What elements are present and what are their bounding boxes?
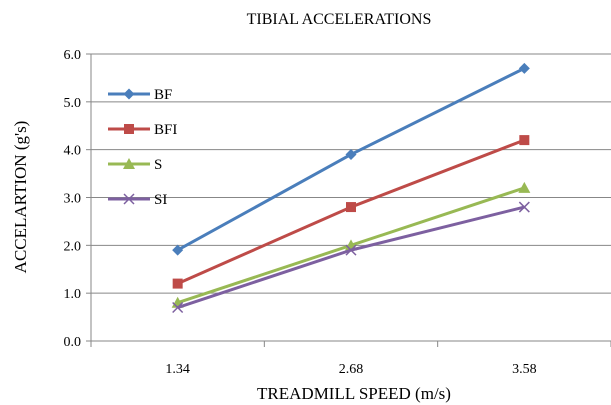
y-axis-title: ACCELARTION (g's) xyxy=(11,121,30,274)
legend-marker xyxy=(123,88,135,100)
x-axis-title: TREADMILL SPEED (m/s) xyxy=(257,384,451,403)
data-point xyxy=(172,244,184,256)
legend-label: BFI xyxy=(154,122,177,138)
chart-title: TIBIAL ACCELERATIONS xyxy=(247,11,432,28)
y-tick-label: 2.0 xyxy=(64,239,82,254)
legend-marker xyxy=(124,124,134,134)
y-tick-label: 6.0 xyxy=(64,48,82,63)
x-tick-label: 2.68 xyxy=(339,362,364,377)
legend-entry-si: SI xyxy=(108,192,167,208)
y-tick-label: 4.0 xyxy=(64,144,82,159)
x-tick-label: 1.34 xyxy=(165,362,190,377)
legend-label: BF xyxy=(154,87,172,103)
legend-entry-s: S xyxy=(108,157,162,173)
data-point xyxy=(518,181,531,193)
legend-entry-bf: BF xyxy=(108,87,172,103)
series-si xyxy=(172,201,530,314)
data-point xyxy=(345,244,357,256)
series-bfi xyxy=(172,135,530,289)
y-tick-label: 1.0 xyxy=(64,287,82,302)
data-point xyxy=(345,148,357,160)
data-point xyxy=(172,301,184,314)
data-point xyxy=(519,135,530,146)
y-tick-labels: 0.0 1.0 2.0 3.0 4.0 5.0 6.0 xyxy=(64,48,82,350)
legend-entry-bfi: BFI xyxy=(108,122,177,138)
legend-marker xyxy=(123,193,135,205)
series-lines xyxy=(171,62,531,314)
y-tick-label: 0.0 xyxy=(64,335,82,350)
y-tick-label: 5.0 xyxy=(64,96,82,111)
legend-marker xyxy=(123,158,135,169)
data-point xyxy=(172,278,183,289)
x-tick-labels: 1.34 2.68 3.58 xyxy=(165,362,536,377)
data-point xyxy=(518,201,530,213)
legend-label: SI xyxy=(154,192,167,208)
data-point xyxy=(518,62,530,74)
axes xyxy=(86,53,611,347)
legend: BF BFI S SI xyxy=(108,87,177,208)
data-point xyxy=(346,202,356,213)
legend-label: S xyxy=(154,157,162,173)
x-tick-label: 3.58 xyxy=(512,362,537,377)
y-tick-label: 3.0 xyxy=(64,192,82,207)
series-bf xyxy=(172,62,530,256)
